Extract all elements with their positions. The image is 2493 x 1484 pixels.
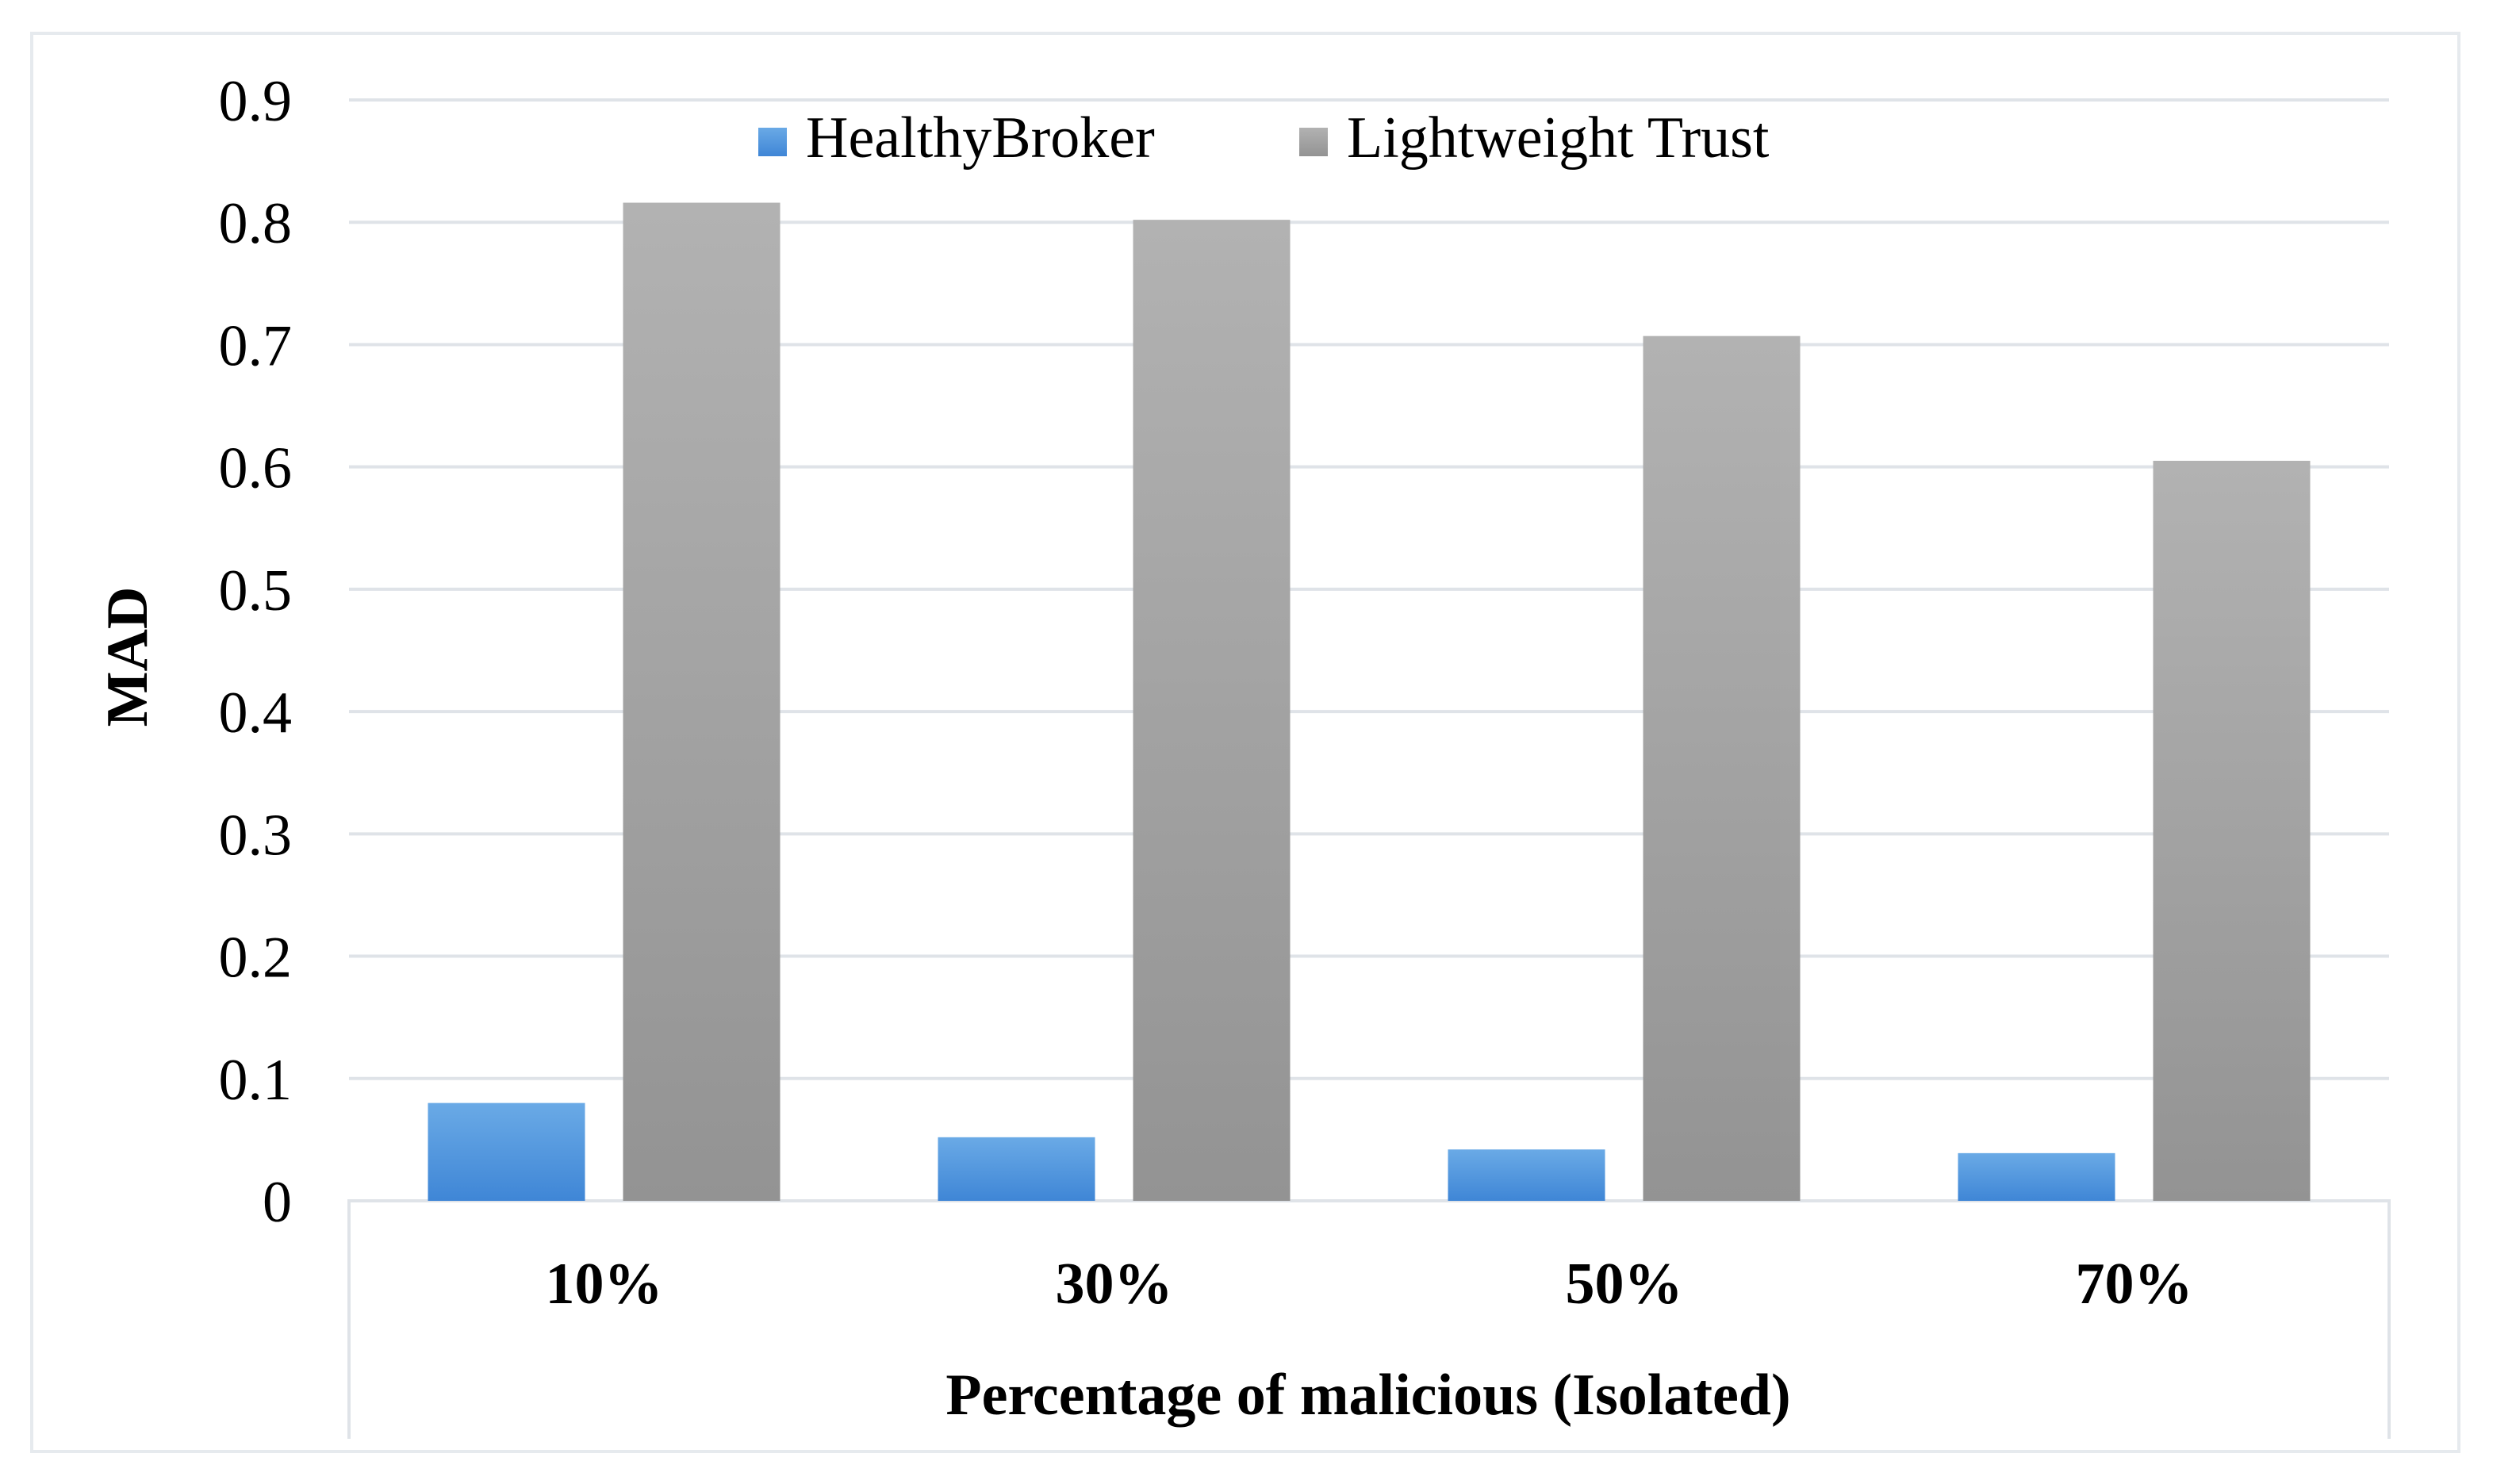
bar-lightweight-trust-0 <box>623 202 781 1202</box>
y-tick-labels: 0 0.1 0.2 0.3 0.4 0.5 0.6 0.7 0.8 0.9 <box>219 69 293 1235</box>
bar-lightweight-trust-2 <box>1643 336 1801 1201</box>
legend: HealthyBroker Lightweight Trust <box>758 105 1770 171</box>
x-category-label: 70% <box>2076 1252 2193 1317</box>
y-tick-label: 0.2 <box>219 926 293 991</box>
bar-healthybroker-0 <box>428 1102 585 1201</box>
bar-healthybroker-2 <box>1448 1149 1605 1201</box>
y-axis-title: MAD <box>95 587 160 727</box>
x-category-label: 10% <box>546 1252 663 1317</box>
y-tick-label: 0.5 <box>219 558 293 623</box>
legend-swatch <box>758 128 787 156</box>
bars <box>428 202 2311 1202</box>
bar-healthybroker-3 <box>1958 1152 2115 1201</box>
y-tick-label: 0.9 <box>219 69 293 134</box>
y-tick-label: 0.1 <box>219 1048 293 1113</box>
legend-label: Lightweight Trust <box>1347 105 1770 171</box>
bar-lightweight-trust-3 <box>2153 460 2311 1201</box>
bar-lightweight-trust-1 <box>1133 220 1291 1201</box>
bar-healthybroker-1 <box>938 1137 1095 1201</box>
legend-label: HealthyBroker <box>806 105 1155 171</box>
y-tick-label: 0.4 <box>219 681 293 746</box>
x-category-labels: 10% 30% 50% 70% <box>546 1252 2193 1317</box>
y-tick-label: 0 <box>263 1170 292 1235</box>
y-tick-label: 0.8 <box>219 191 293 256</box>
x-category-label: 50% <box>1566 1252 1683 1317</box>
y-tick-label: 0.7 <box>219 313 293 378</box>
x-axis-title: Percentage of malicious (Isolated) <box>945 1363 1790 1428</box>
x-axis-line <box>347 1199 2391 1439</box>
x-category-label: 30% <box>1056 1252 1173 1317</box>
x-axis-box <box>347 1199 2391 1439</box>
legend-swatch <box>1299 128 1328 156</box>
y-tick-label: 0.3 <box>219 803 293 868</box>
y-tick-label: 0.6 <box>219 436 293 501</box>
